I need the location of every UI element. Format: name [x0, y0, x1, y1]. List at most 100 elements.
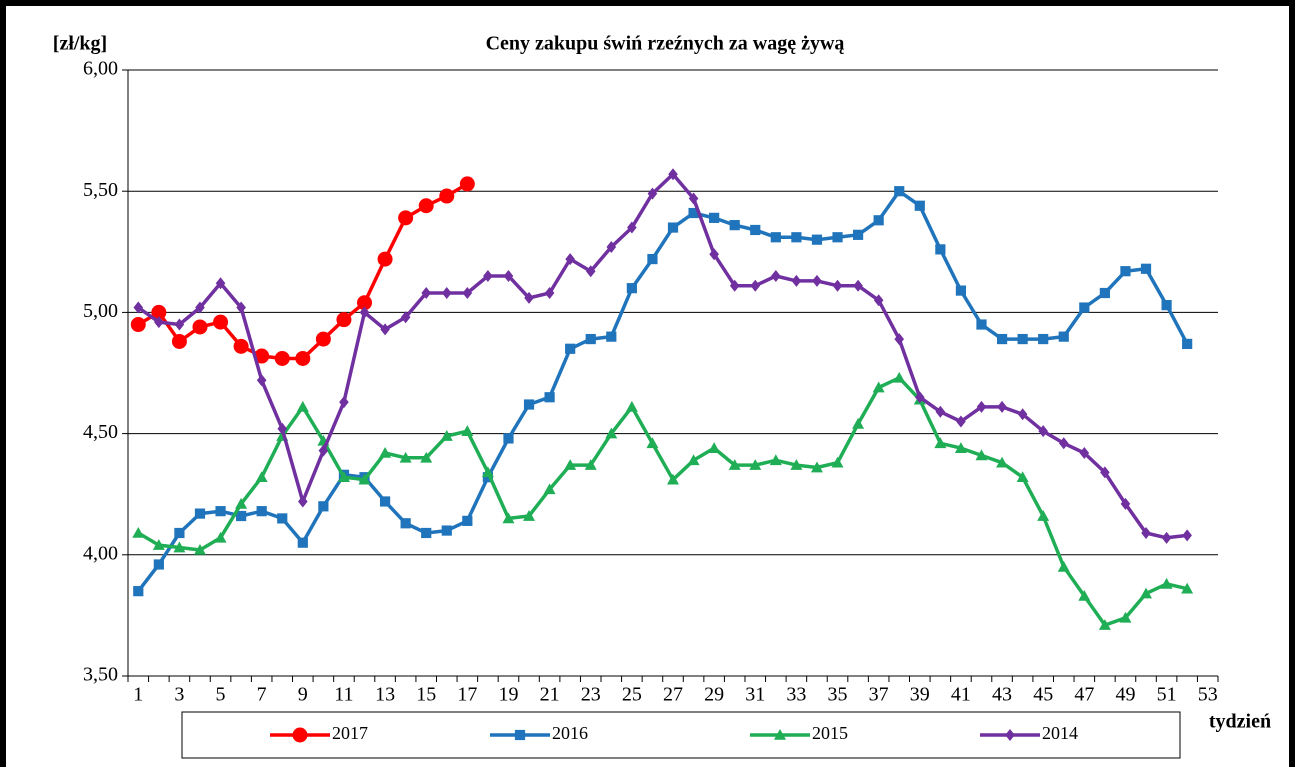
marker	[379, 446, 392, 458]
marker	[235, 497, 248, 509]
marker	[955, 285, 967, 296]
marker	[996, 333, 1008, 345]
marker	[626, 283, 637, 294]
legend-label: 2015	[812, 723, 848, 743]
x-tick-label: 51	[1157, 684, 1177, 706]
x-tick-label: 21	[540, 684, 560, 706]
marker	[605, 427, 618, 439]
marker	[688, 192, 699, 205]
marker	[337, 471, 350, 483]
x-tick-label: 43	[992, 684, 1012, 706]
marker	[852, 417, 865, 429]
marker	[584, 459, 597, 470]
marker	[214, 531, 227, 543]
x-tick-label: 29	[704, 684, 724, 706]
series-line	[136, 189, 1189, 593]
marker	[439, 188, 455, 204]
marker	[193, 543, 206, 555]
marker	[441, 525, 452, 536]
marker	[1160, 577, 1173, 589]
marker	[1100, 466, 1110, 479]
marker	[667, 473, 679, 485]
marker	[171, 333, 187, 349]
marker	[1016, 471, 1029, 483]
marker	[174, 527, 185, 539]
marker	[174, 318, 185, 331]
x-tick-label: 39	[910, 684, 930, 706]
marker	[872, 381, 885, 393]
x-tick-label: 5	[216, 684, 226, 706]
legend-label: 2014	[1042, 723, 1078, 743]
marker	[811, 234, 823, 245]
marker	[233, 338, 249, 354]
marker	[277, 513, 288, 524]
marker	[564, 459, 577, 470]
marker	[873, 294, 884, 307]
marker	[1119, 611, 1132, 623]
marker	[935, 244, 946, 255]
marker	[379, 496, 391, 507]
marker	[441, 287, 452, 300]
marker	[318, 444, 329, 457]
marker	[502, 512, 515, 524]
marker	[173, 541, 186, 553]
marker	[934, 437, 947, 449]
marker	[503, 270, 514, 283]
marker	[791, 274, 802, 287]
marker	[708, 442, 721, 453]
marker	[975, 449, 988, 461]
x-tick-label: 3	[174, 684, 184, 706]
marker	[1078, 590, 1091, 601]
marker	[1057, 560, 1070, 572]
marker	[810, 461, 823, 473]
marker	[750, 279, 761, 292]
marker	[523, 399, 535, 410]
marker	[236, 301, 246, 314]
marker	[130, 317, 146, 333]
marker	[1079, 446, 1090, 459]
x-tick-label: 17	[457, 684, 477, 706]
marker	[565, 343, 576, 354]
marker	[544, 392, 555, 403]
marker	[831, 456, 844, 468]
marker	[195, 301, 205, 314]
marker	[254, 348, 270, 364]
y-tick-label: 5,00	[83, 300, 118, 322]
x-tick-label: 31	[745, 684, 765, 706]
x-tick-label: 45	[1033, 684, 1053, 706]
legend-marker	[292, 727, 308, 743]
marker	[1079, 302, 1090, 313]
marker	[791, 232, 802, 243]
marker	[954, 442, 967, 453]
marker	[298, 495, 308, 508]
marker	[852, 229, 864, 240]
marker	[274, 350, 290, 366]
series-line	[137, 376, 1188, 627]
marker	[728, 459, 741, 470]
marker	[236, 510, 247, 522]
marker	[668, 168, 678, 181]
marker	[1120, 266, 1131, 277]
x-tick-label: 53	[1198, 684, 1218, 706]
x-axis-label: tydzień	[1209, 711, 1271, 733]
marker	[1120, 497, 1131, 510]
marker	[192, 319, 208, 335]
marker	[296, 400, 309, 412]
marker	[894, 186, 905, 197]
marker	[459, 176, 475, 192]
marker	[1141, 526, 1151, 539]
marker	[1099, 287, 1110, 299]
marker	[461, 425, 474, 436]
chart-title: Ceny zakupu świń rzeźnych za wagę żywą	[486, 33, 845, 55]
x-tick-label: 9	[298, 684, 308, 706]
marker	[935, 405, 946, 418]
x-tick-label: 33	[786, 684, 806, 706]
y-tick-label: 4,00	[83, 542, 118, 564]
marker	[956, 415, 966, 428]
marker	[358, 473, 371, 485]
legend-marker	[1005, 729, 1015, 741]
x-tick-label: 25	[622, 684, 642, 706]
marker	[543, 483, 556, 495]
marker	[832, 232, 843, 243]
